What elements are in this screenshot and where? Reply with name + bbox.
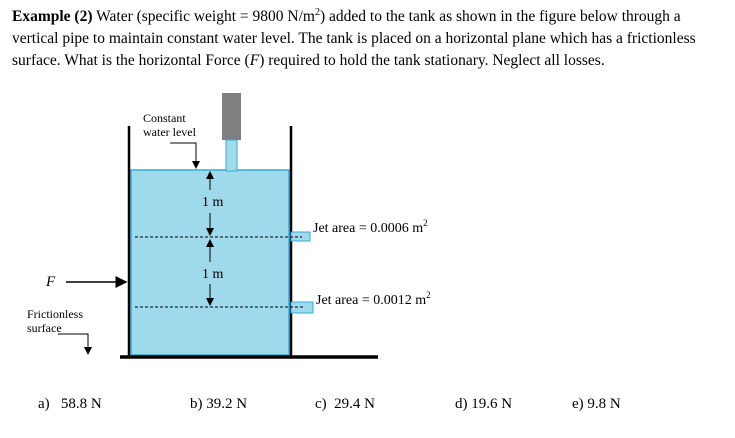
pipe: [222, 93, 241, 140]
surface-label: surface: [27, 321, 62, 335]
italic: F: [249, 52, 260, 69]
force-label: F: [45, 274, 56, 290]
option-text: 9.8 N: [587, 396, 621, 412]
option-letter: b): [190, 396, 203, 412]
option-text: 29.4 N: [334, 396, 375, 412]
water: [130, 169, 290, 356]
leader: [58, 333, 92, 355]
level-label: water level: [143, 125, 197, 139]
option-letter: a): [38, 396, 50, 412]
text: Jet area = 0.0006 m: [313, 221, 423, 236]
text: Jet area = 0.0012 m: [316, 293, 426, 308]
problem-text: Example (2) Water (specific weight = 980…: [12, 6, 727, 72]
leader: [170, 142, 200, 169]
option-text: 58.8 N: [60, 396, 102, 412]
example-label: Example (2): [12, 8, 93, 25]
inflow: [225, 139, 238, 172]
option-letter: d): [455, 396, 468, 412]
option-letter: c): [315, 396, 327, 412]
option-text: 19.6 N: [471, 396, 513, 412]
text: ) added to the tank as shown in the figu…: [12, 8, 696, 69]
option: a) 58.8 N: [38, 396, 102, 413]
surface-label: Frictionless: [27, 307, 83, 321]
superscript: 2: [423, 218, 428, 228]
jet-label: Jet area = 0.0012 m2: [316, 290, 431, 308]
superscript: 2: [314, 6, 320, 18]
option: b) 39.2 N: [190, 396, 247, 413]
superscript: 2: [426, 290, 431, 300]
option-text: 39.2 N: [206, 396, 248, 412]
option-letter: e): [572, 396, 584, 412]
text: Water (specific weight = 9800 N/m: [96, 8, 315, 25]
depth-label: 1 m: [202, 195, 224, 210]
option: c) 29.4 N: [315, 396, 375, 413]
jet-label: Jet area = 0.0006 m2: [313, 218, 428, 236]
depth-label: 1 m: [202, 267, 224, 282]
option: d) 19.6 N: [455, 396, 512, 413]
option: e) 9.8 N: [572, 396, 621, 413]
text: ) required to hold the tank stationary. …: [259, 52, 605, 69]
level-label: Constant: [143, 111, 186, 125]
